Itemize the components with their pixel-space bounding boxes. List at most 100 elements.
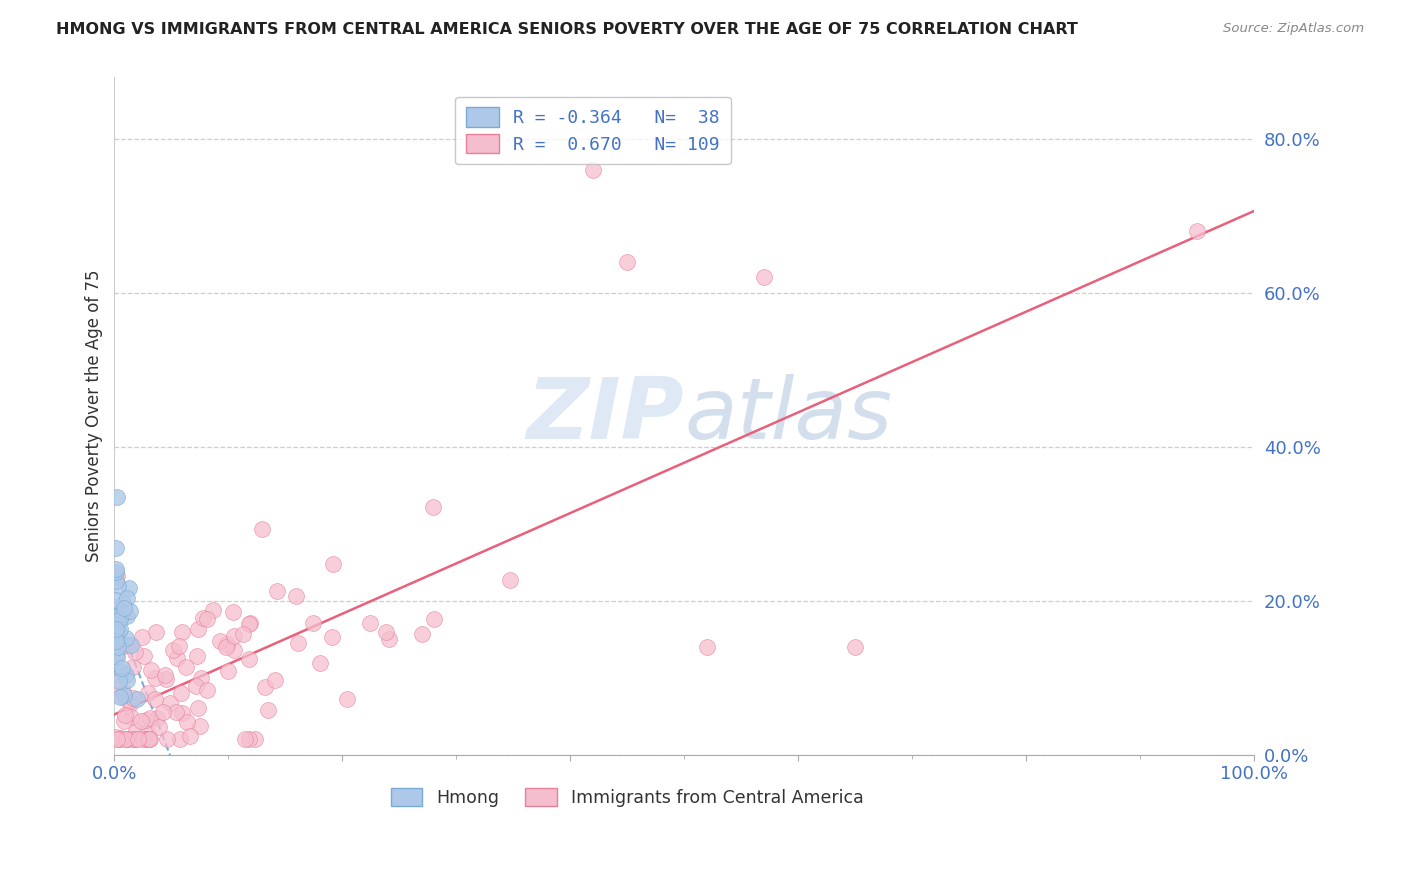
Point <box>143 671 166 685</box>
Point <box>322 557 344 571</box>
Point <box>110 732 132 747</box>
Point <box>110 689 132 703</box>
Point <box>308 656 330 670</box>
Point <box>107 732 129 747</box>
Point <box>112 600 135 615</box>
Point <box>696 640 718 654</box>
Point <box>107 674 129 689</box>
Point <box>139 711 162 725</box>
Point <box>170 686 193 700</box>
Point <box>107 579 129 593</box>
Point <box>359 616 381 631</box>
Point <box>108 612 131 626</box>
Point <box>139 663 162 677</box>
Point <box>162 643 184 657</box>
Point <box>243 732 266 747</box>
Point <box>124 732 146 747</box>
Point <box>186 679 208 693</box>
Point <box>166 706 188 720</box>
Point <box>224 642 246 657</box>
Point <box>104 613 127 627</box>
Point <box>187 700 209 714</box>
Point <box>115 732 138 747</box>
Point <box>107 640 129 655</box>
Point <box>127 731 149 746</box>
Point <box>176 715 198 730</box>
Point <box>423 611 446 625</box>
Point <box>104 562 127 576</box>
Legend: Hmong, Immigrants from Central America: Hmong, Immigrants from Central America <box>384 780 870 814</box>
Point <box>616 255 638 269</box>
Point <box>120 639 142 653</box>
Point <box>115 591 138 605</box>
Point <box>104 592 127 607</box>
Point <box>132 732 155 747</box>
Point <box>146 711 169 725</box>
Y-axis label: Seniors Poverty Over the Age of 75: Seniors Poverty Over the Age of 75 <box>86 269 103 562</box>
Point <box>115 732 138 747</box>
Point <box>135 714 157 728</box>
Point <box>104 609 127 624</box>
Point <box>135 732 157 747</box>
Point <box>118 694 141 708</box>
Point <box>112 714 135 728</box>
Point <box>238 732 260 747</box>
Point <box>287 635 309 649</box>
Point <box>124 732 146 747</box>
Point <box>136 685 159 699</box>
Point <box>193 610 215 624</box>
Point <box>284 589 307 603</box>
Point <box>117 581 139 595</box>
Point <box>190 672 212 686</box>
Point <box>148 720 170 734</box>
Point <box>166 650 188 665</box>
Point <box>108 624 131 639</box>
Point <box>239 616 262 631</box>
Point <box>250 522 273 536</box>
Point <box>156 732 179 747</box>
Point <box>129 714 152 728</box>
Point <box>217 665 239 679</box>
Point <box>125 723 148 738</box>
Point <box>844 640 866 654</box>
Point <box>232 626 254 640</box>
Point <box>1185 224 1208 238</box>
Point <box>107 606 129 620</box>
Point <box>374 624 396 639</box>
Point <box>104 646 127 660</box>
Point <box>174 660 197 674</box>
Point <box>238 616 260 631</box>
Point <box>114 707 136 722</box>
Point <box>104 633 127 648</box>
Point <box>114 732 136 747</box>
Point <box>124 645 146 659</box>
Point <box>104 629 127 643</box>
Point <box>208 634 231 648</box>
Point <box>172 706 194 720</box>
Point <box>169 732 191 747</box>
Point <box>105 732 128 747</box>
Point <box>122 690 145 705</box>
Point <box>266 584 288 599</box>
Point <box>120 604 142 618</box>
Point <box>155 672 177 686</box>
Point <box>152 705 174 719</box>
Point <box>378 632 401 647</box>
Point <box>104 622 127 636</box>
Point <box>110 665 132 680</box>
Point <box>138 732 160 747</box>
Point <box>233 732 256 747</box>
Point <box>107 681 129 696</box>
Point <box>155 668 177 682</box>
Point <box>110 607 132 621</box>
Point <box>112 688 135 702</box>
Point <box>111 596 134 610</box>
Point <box>105 541 128 555</box>
Point <box>108 690 131 704</box>
Point <box>195 682 218 697</box>
Point <box>117 732 139 747</box>
Text: Source: ZipAtlas.com: Source: ZipAtlas.com <box>1223 22 1364 36</box>
Point <box>134 648 156 663</box>
Text: ZIP: ZIP <box>527 375 685 458</box>
Point <box>222 605 245 619</box>
